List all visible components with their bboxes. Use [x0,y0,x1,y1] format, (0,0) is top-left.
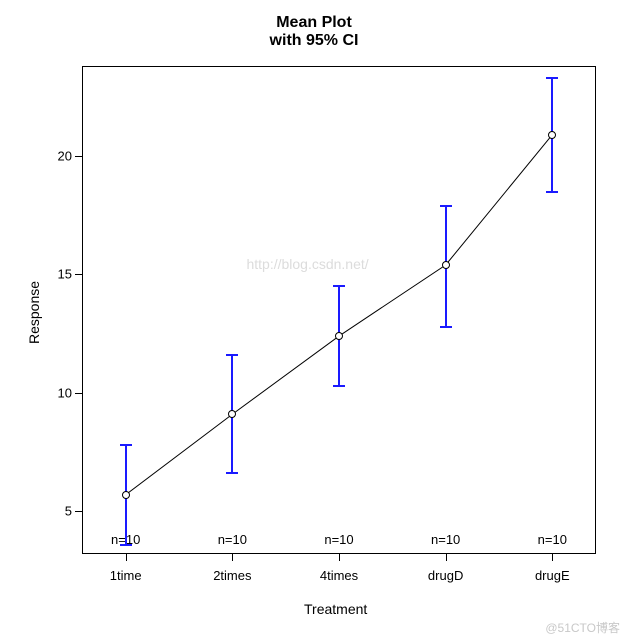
y-tick-label: 15 [50,267,72,282]
n-label: n=10 [431,532,460,547]
errorbar-cap [333,285,345,287]
x-tick-label: 2times [213,568,251,583]
data-point [122,491,130,499]
x-tick-label: 1time [110,568,142,583]
data-point [548,131,556,139]
errorbar-cap [546,77,558,79]
y-tick-label: 10 [50,385,72,400]
y-tick [75,511,82,512]
chart-title: Mean Plot with 95% CI [0,14,628,51]
watermark-text: http://blog.csdn.net/ [246,256,368,272]
y-axis-label: Response [26,281,42,344]
x-tick [552,554,553,561]
x-tick [126,554,127,561]
errorbar-cap [546,191,558,193]
errorbar-cap [226,472,238,474]
y-tick-label: 20 [50,149,72,164]
errorbar-cap [120,444,132,446]
y-tick [75,393,82,394]
chart-title-line2: with 95% CI [0,32,628,50]
x-tick-label: drugE [535,568,570,583]
x-axis-label: Treatment [304,601,367,617]
x-tick-label: drugD [428,568,463,583]
x-tick [232,554,233,561]
n-label: n=10 [324,532,353,547]
errorbar-cap [440,326,452,328]
data-point [442,261,450,269]
errorbar-cap [333,385,345,387]
n-label: n=10 [538,532,567,547]
data-point [335,332,343,340]
n-label: n=10 [218,532,247,547]
errorbar-cap [440,205,452,207]
chart-title-line1: Mean Plot [0,14,628,32]
data-point [228,410,236,418]
errorbar-cap [226,354,238,356]
y-tick [75,274,82,275]
x-tick [339,554,340,561]
errorbar-cap [120,544,132,546]
y-tick [75,156,82,157]
y-tick-label: 5 [50,504,72,519]
x-tick [446,554,447,561]
x-tick-label: 4times [320,568,358,583]
credit-text: @51CTO博客 [545,619,620,636]
chart-stage: Mean Plot with 95% CI http://blog.csdn.n… [0,0,628,642]
